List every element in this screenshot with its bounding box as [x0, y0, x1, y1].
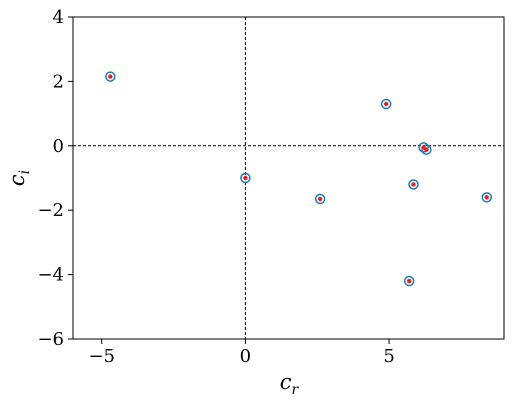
data-point-dot-8: [484, 195, 489, 200]
y-tick-label: −4: [37, 265, 64, 286]
y-tick-label: 2: [53, 71, 64, 92]
data-point-dot-4: [411, 182, 416, 187]
data-point-ring-3: [380, 98, 392, 110]
x-axis-label: cr: [280, 370, 300, 398]
y-tick-label: −6: [37, 329, 64, 350]
data-point-ring-8: [481, 192, 493, 203]
y-tick-label: 0: [53, 136, 64, 157]
data-point-dot-5: [406, 278, 412, 284]
data-point-ring-2: [314, 193, 326, 205]
data-point-ring-0: [105, 71, 116, 82]
data-point-dot-7: [424, 147, 429, 152]
data-point-dot-3: [383, 101, 389, 107]
data-point-dot-1: [243, 175, 248, 181]
y-tick-label: −2: [37, 200, 64, 221]
plot-frame: [72, 16, 505, 340]
data-point-ring-7: [421, 144, 432, 155]
data-point-dot-2: [317, 196, 323, 202]
data-point-dot-0: [108, 74, 113, 79]
x-tick-label: 0: [240, 346, 251, 367]
data-point-ring-1: [240, 172, 251, 184]
plot-area: [73, 17, 504, 339]
x-tick-label: 5: [383, 346, 394, 367]
data-point-ring-5: [403, 275, 415, 287]
axes: −5 0 5 −6 −4 −2 0 2 4: [37, 7, 505, 367]
data-point-ring-4: [408, 179, 419, 190]
x-tick-label: −5: [88, 346, 115, 367]
data-point-ring-6: [418, 142, 429, 153]
y-axis-label: ci: [5, 170, 33, 186]
y-tick-label: 4: [53, 7, 64, 28]
